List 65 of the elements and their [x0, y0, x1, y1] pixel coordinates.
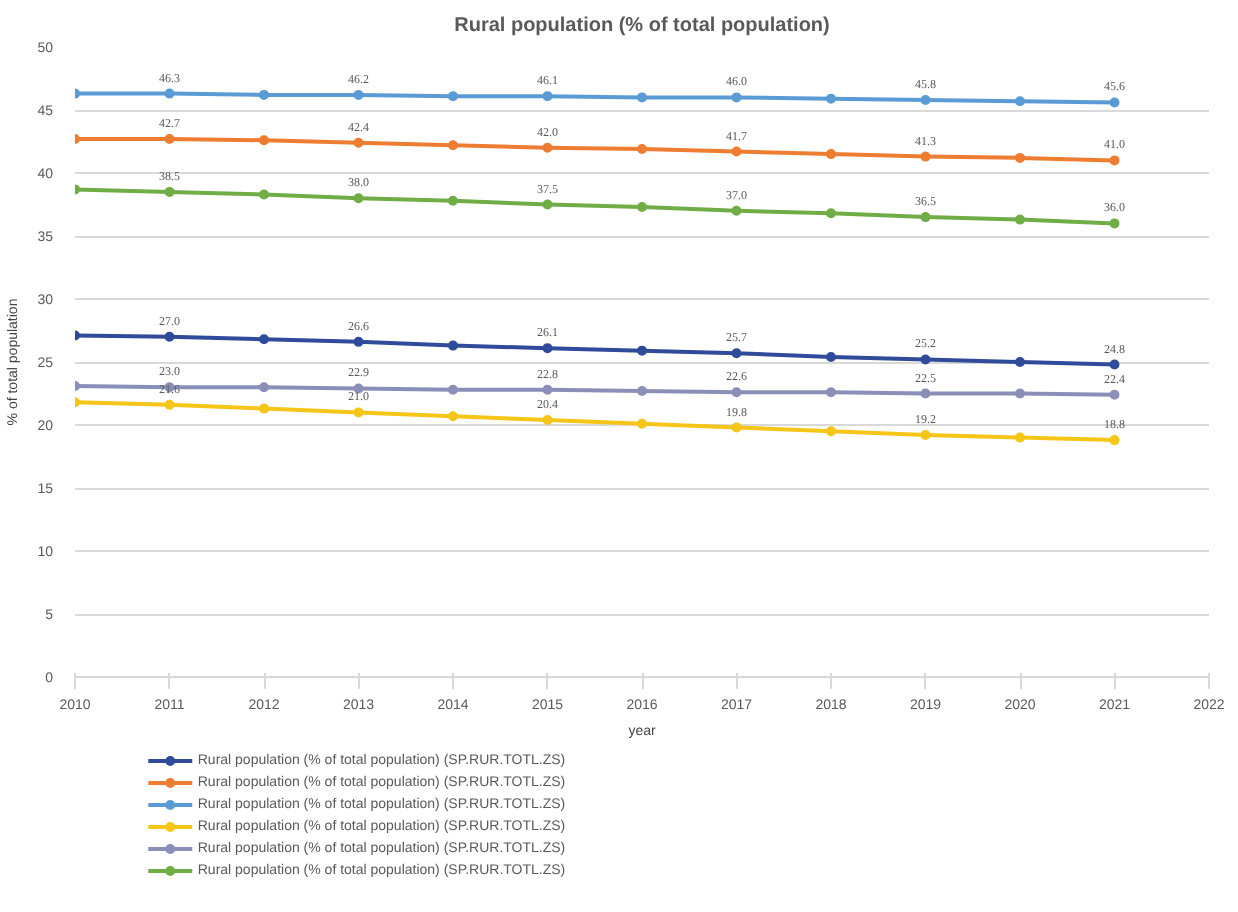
point: [920, 151, 931, 162]
point: [259, 403, 269, 414]
point: [1109, 155, 1120, 166]
point: [637, 418, 647, 429]
point: [259, 135, 269, 146]
point: [1015, 357, 1025, 367]
point: [637, 144, 647, 155]
point: [1109, 435, 1120, 446]
point: [164, 186, 175, 197]
point: [826, 93, 836, 104]
point: [731, 348, 742, 359]
point: [448, 140, 458, 151]
point: [731, 387, 742, 398]
point: [448, 384, 458, 395]
point: [637, 385, 647, 396]
point: [1015, 214, 1025, 225]
point: [259, 334, 269, 345]
point: [353, 193, 364, 204]
point: [353, 336, 364, 347]
point: [542, 343, 553, 354]
point: [1015, 96, 1025, 107]
point: [920, 430, 931, 441]
point: [259, 89, 269, 100]
point: [1015, 432, 1025, 443]
point: [448, 195, 458, 206]
point: [826, 426, 836, 437]
point: [1109, 97, 1120, 108]
point: [920, 354, 931, 365]
point: [542, 142, 553, 153]
point: [1109, 359, 1120, 370]
point: [637, 92, 647, 103]
point: [731, 92, 742, 103]
point: [542, 91, 553, 102]
point: [164, 133, 175, 144]
point: [637, 345, 647, 356]
point: [542, 414, 553, 425]
point: [448, 91, 458, 102]
point: [1109, 218, 1120, 229]
point: [353, 407, 364, 418]
point: [826, 208, 836, 219]
point: [1015, 388, 1025, 399]
point: [1015, 152, 1025, 163]
point: [164, 88, 175, 99]
point: [920, 388, 931, 399]
point: [259, 382, 269, 393]
point: [542, 384, 553, 395]
point: [826, 387, 836, 398]
point: [164, 399, 175, 410]
point: [353, 137, 364, 148]
point: [637, 202, 647, 213]
chart-title: Rural population (% of total population): [454, 15, 830, 37]
point: [164, 331, 175, 342]
point: [1109, 389, 1120, 400]
point: [731, 422, 742, 433]
point: [826, 351, 836, 362]
point: [920, 212, 931, 223]
point: [259, 189, 269, 200]
point: [448, 411, 458, 422]
point: [542, 199, 553, 210]
point: [731, 146, 742, 157]
point: [826, 149, 836, 160]
point: [731, 205, 742, 216]
point: [920, 94, 931, 105]
point: [448, 340, 458, 351]
point: [353, 89, 364, 100]
